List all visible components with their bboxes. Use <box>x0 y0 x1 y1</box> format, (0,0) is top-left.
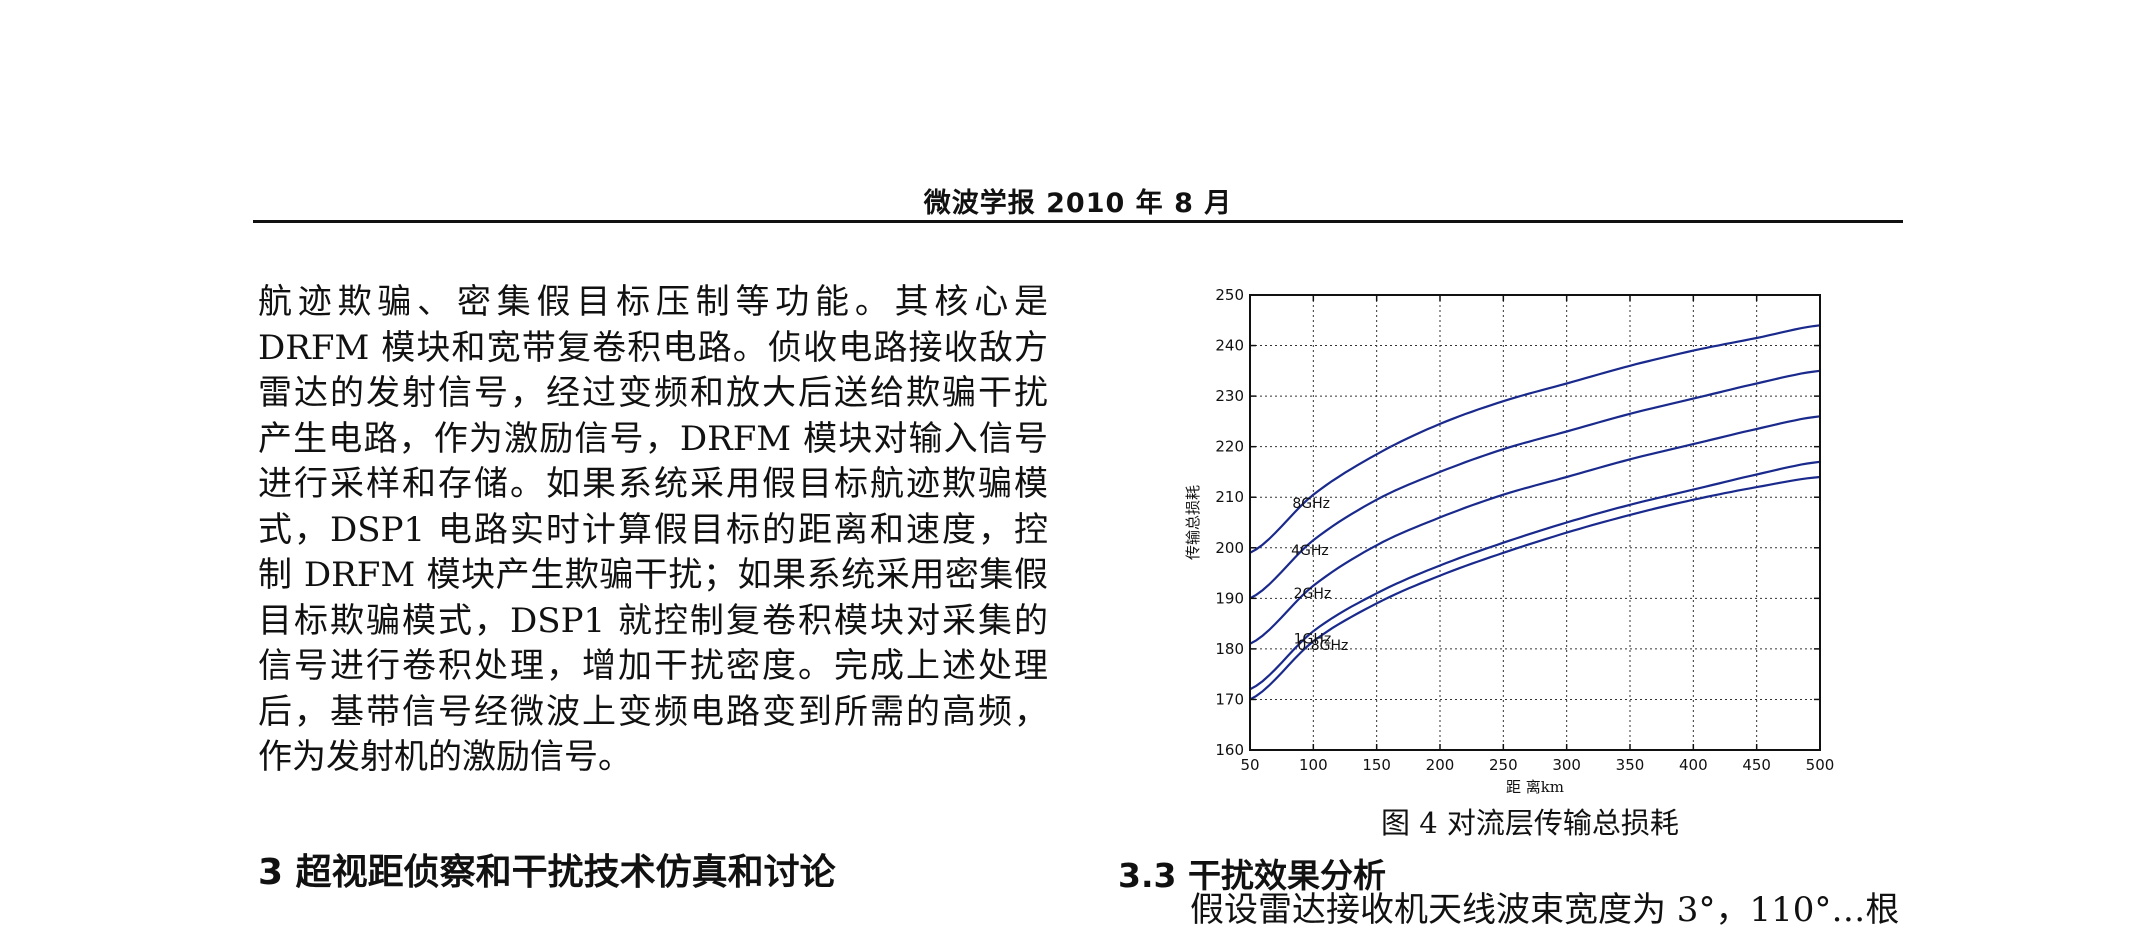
x-tick-label: 200 <box>1426 756 1455 774</box>
body-line: 作为发射机的激励信号。 <box>258 737 632 777</box>
body-line: 航迹欺骗、密集假目标压制等功能。其核心是 <box>258 282 1048 322</box>
body-line-partial: 假设雷达接收机天线波束宽度为 3°，110°…根 <box>1190 890 1900 930</box>
series-line-2GHz <box>1249 415 1821 645</box>
series-line-4GHz <box>1249 369 1821 600</box>
body-line: 式，DSP1 电路实时计算假目标的距离和速度，控 <box>258 509 1048 550</box>
x-tick-label: 450 <box>1742 756 1771 774</box>
y-tick-label: 230 <box>1215 387 1244 405</box>
body-line: 进行采样和存储。如果系统采用假目标航迹欺骗模 <box>258 464 1048 504</box>
x-tick-label: 50 <box>1240 756 1259 774</box>
body-line: 后，基带信号经微波上变频电路变到所需的高频， <box>258 691 1048 732</box>
x-tick-label: 400 <box>1679 756 1708 774</box>
x-tick-label: 150 <box>1362 756 1391 774</box>
series-label: 8GHz <box>1292 496 1330 512</box>
y-tick-label: 160 <box>1215 741 1244 759</box>
y-tick-label: 220 <box>1215 438 1244 456</box>
y-tick-label: 180 <box>1215 640 1244 658</box>
series-line-1GHz <box>1249 460 1821 691</box>
body-line: 雷达的发射信号，经过变频和放大后送给欺骗干扰 <box>258 373 1048 413</box>
y-tick-label: 200 <box>1215 539 1244 557</box>
series-line-8GHz <box>1249 324 1821 554</box>
body-text: 航迹欺骗、密集假目标压制等功能。其核心是 DRFM 模块和宽带复卷积电路。侦收电… <box>258 280 1048 781</box>
body-line: DRFM 模块和宽带复卷积电路。侦收电路接收敌方 <box>258 327 1048 368</box>
x-tick-label: 350 <box>1616 756 1645 774</box>
plot-frame <box>1249 294 1821 751</box>
y-tick-label: 190 <box>1215 589 1244 607</box>
x-tick-label: 250 <box>1489 756 1518 774</box>
body-line: 信号进行卷积处理，增加干扰密度。完成上述处理 <box>258 646 1048 686</box>
x-axis-label: 距 离km <box>1506 778 1564 795</box>
header-rule <box>253 220 1903 223</box>
x-tick-label: 100 <box>1299 756 1328 774</box>
x-tick-label: 500 <box>1806 756 1835 774</box>
body-line: 目标欺骗模式，DSP1 就控制复卷积模块对采集的 <box>258 600 1048 641</box>
y-axis-label: 传输总损耗 <box>1184 485 1202 560</box>
series-label: 1GHz <box>1294 631 1332 647</box>
y-tick-label: 240 <box>1215 337 1244 355</box>
section-3-heading: 3 超视距侦察和干扰技术仿真和讨论 <box>258 852 836 893</box>
y-tick-label: 210 <box>1215 488 1244 506</box>
x-tick-label: 300 <box>1552 756 1581 774</box>
section-3-3-heading: 3.3 干扰效果分析 <box>1118 856 1386 895</box>
figure-caption: 图 4 对流层传输总损耗 <box>1381 806 1679 840</box>
series-label: 0.8GHz <box>1297 638 1348 654</box>
body-line: 产生电路，作为激励信号，DRFM 模块对输入信号 <box>258 418 1048 459</box>
y-tick-label: 250 <box>1215 286 1244 304</box>
series-line-0.8GHz <box>1249 475 1821 701</box>
body-line: 制 DRFM 模块产生欺骗干扰；如果系统采用密集假 <box>258 555 1048 595</box>
running-header: 微波学报 2010 年 8 月 <box>923 188 1233 219</box>
y-tick-label: 170 <box>1215 690 1244 708</box>
series-label: 2GHz <box>1294 586 1332 602</box>
series-label: 4GHz <box>1291 543 1329 559</box>
